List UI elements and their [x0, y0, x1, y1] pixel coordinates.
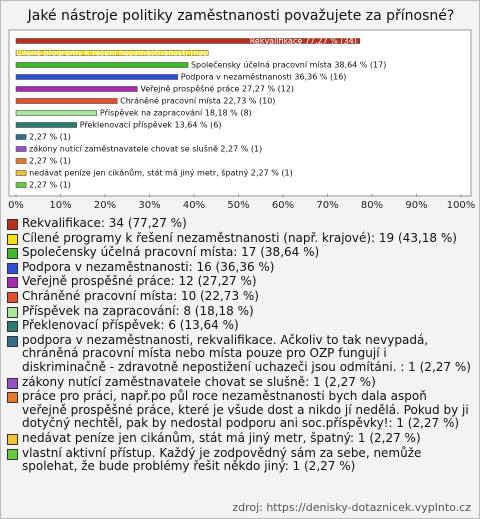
bar-label: Rekvalifikace 77,27 % (34)	[250, 37, 357, 46]
bar-label: zákony nutící zaměstnavatele chovat se s…	[29, 144, 262, 154]
x-tick-label: 60%	[272, 200, 294, 211]
legend-item: Příspěvek na zapracování: 8 (18,18 %)	[7, 303, 473, 319]
legend-swatch	[7, 219, 18, 230]
legend-label: podpora v nezaměstnanosti, rekvalifikace…	[22, 332, 471, 374]
x-tick-label: 70%	[316, 200, 338, 211]
legend-label: vlastní aktivní přístup. Každý je zodpov…	[22, 445, 422, 474]
bar-label: Příspěvek na zapracování 18,18 % (8)	[100, 109, 252, 118]
legend-item: Podpora v nezaměstnanosti: 16 (36,36 %)	[7, 259, 473, 275]
bar-label: Společensky účelná pracovní místa 38,64 …	[191, 60, 386, 70]
x-tick-label: 30%	[138, 200, 160, 211]
legend-label: Chráněné pracovní místa: 10 (22,73 %)	[22, 288, 259, 303]
legend-item: Rekvalifikace: 34 (77,27 %)	[7, 216, 473, 231]
legend-swatch	[7, 433, 18, 445]
legend-swatch	[7, 392, 18, 404]
bar	[15, 86, 138, 92]
legend-item: vlastní aktivní přístup. Každý je zodpov…	[7, 445, 473, 474]
legend-label: Rekvalifikace: 34 (77,27 %)	[22, 216, 187, 230]
legend-item: Cílené programy k řešení nezaměstnanosti…	[7, 230, 473, 246]
legend-item: Veřejně prospěšné práce: 12 (27,27 %)	[7, 275, 473, 289]
legend-swatch	[7, 248, 18, 260]
legend-label: Překlenovací příspěvek: 6 (13,64 %)	[22, 318, 239, 333]
bar	[15, 170, 27, 176]
legend: Rekvalifikace: 34 (77,27 %) Cílené progra…	[7, 216, 473, 475]
legend-swatch	[7, 262, 18, 274]
x-tick-label: 100%	[447, 200, 476, 211]
bar	[15, 110, 98, 116]
legend-swatch	[7, 448, 18, 460]
bar	[15, 122, 77, 128]
bar	[15, 158, 27, 164]
bar-label: Chráněné pracovní místa 22,73 % (10)	[120, 96, 275, 106]
legend-label: Společensky účelná pracovní místa: 17 (3…	[22, 245, 320, 260]
legend-label: práce pro práci, např.po půl roce nezamě…	[22, 389, 469, 431]
bar-label: Překlenovací příspěvek 13,64 % (6)	[80, 121, 222, 130]
bar	[15, 182, 27, 188]
legend-item: zákony nutící zaměstnavatele chovat se s…	[7, 374, 473, 390]
legend-swatch	[7, 306, 18, 318]
bar-label: 2,27 % (1)	[29, 181, 71, 190]
legend-swatch	[7, 321, 18, 333]
bar	[15, 98, 118, 104]
x-tick-label: 40%	[183, 200, 205, 211]
chart-title: Jaké nástroje politiky zaměstnanosti pov…	[27, 8, 455, 24]
bar	[15, 146, 27, 152]
legend-item: Překlenovací příspěvek: 6 (13,64 %)	[7, 319, 473, 333]
bar	[15, 50, 209, 56]
legend-item: nedávat peníze jen cikánům, stát má jiný…	[7, 430, 473, 446]
legend-item: podpora v nezaměstnanosti, rekvalifikace…	[7, 332, 473, 375]
legend-swatch	[7, 291, 18, 303]
legend-swatch	[7, 277, 18, 289]
legend-label: zákony nutící zaměstnavatele chovat se s…	[22, 374, 376, 389]
bar-label: 2,27 % (1)	[29, 157, 71, 166]
legend-label: Podpora v nezaměstnanosti: 16 (36,36 %)	[22, 259, 275, 274]
bar	[15, 62, 189, 68]
legend-label: Příspěvek na zapracování: 8 (18,18 %)	[22, 303, 254, 318]
bar-label: nedávat peníze jen cikánům, stát má jiný…	[29, 168, 293, 178]
x-tick-label: 90%	[405, 200, 427, 211]
x-tick-label: 80%	[361, 200, 383, 211]
bar	[15, 134, 27, 140]
bar-label: 2,27 % (1)	[29, 133, 71, 142]
legend-label: nedávat peníze jen cikánům, stát má jiný…	[22, 430, 421, 445]
legend-swatch	[7, 377, 18, 389]
legend-item: práce pro práci, např.po půl roce nezamě…	[7, 389, 473, 431]
x-tick-label: 20%	[94, 200, 116, 211]
legend-label: Veřejně prospěšné práce: 12 (27,27 %)	[22, 274, 257, 289]
bar	[15, 38, 361, 44]
source: zdroj: https://denisky-dotaznicek.vyplnt…	[232, 501, 471, 514]
chart: Jaké nástroje politiky zaměstnanosti pov…	[8, 8, 476, 211]
legend-item: Chráněné pracovní místa: 10 (22,73 %)	[7, 288, 473, 304]
legend-item: Společensky účelná pracovní místa: 17 (3…	[7, 246, 473, 260]
legend-swatch	[7, 233, 18, 245]
legend-swatch	[7, 335, 18, 347]
x-tick-label: 0%	[8, 200, 24, 211]
legend-label: Cílené programy k řešení nezaměstnanosti…	[22, 230, 457, 245]
bar-label: Podpora v nezaměstnanosti 36,36 % (16)	[181, 73, 347, 82]
bar	[15, 74, 179, 80]
x-tick-label: 10%	[49, 200, 71, 211]
bar-label: Veřejně prospěšné práce 27,27 % (12)	[140, 84, 294, 94]
x-tick-label: 50%	[227, 200, 249, 211]
bar-label: Cílené programy k řešení nezaměstnanosti…	[16, 48, 303, 58]
